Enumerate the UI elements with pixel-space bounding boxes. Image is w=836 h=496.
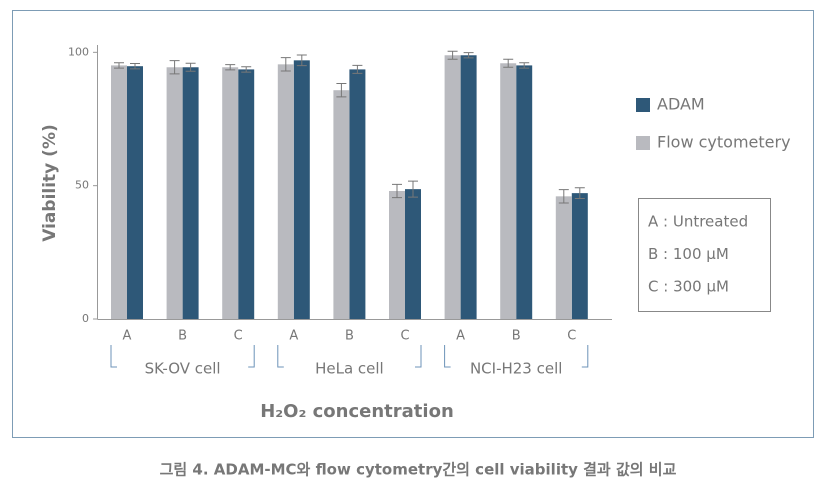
error-bar — [574, 187, 585, 199]
x-tick-label: B — [345, 329, 354, 344]
error-bar — [447, 50, 458, 60]
error-bar — [169, 60, 180, 75]
error-bar — [185, 62, 196, 72]
group-label: HeLa cell — [315, 360, 384, 378]
bar — [111, 65, 127, 320]
group-bracket — [110, 345, 255, 368]
group-label: NCI-H23 cell — [470, 360, 562, 378]
error-bar — [241, 66, 252, 73]
x-tick-label: A — [289, 329, 298, 344]
bar — [222, 67, 239, 320]
error-bar — [519, 62, 530, 69]
bar — [182, 67, 199, 320]
group-bracket — [277, 345, 422, 368]
bar — [166, 67, 183, 320]
error-bar — [130, 63, 140, 70]
error-bar — [392, 183, 402, 199]
bar — [333, 90, 350, 319]
y-tick-label: 0 — [82, 312, 89, 325]
x-tick-label: A — [456, 329, 465, 344]
group-bracket — [444, 345, 589, 368]
note: C : 300 μM — [648, 278, 729, 296]
bar — [349, 69, 366, 320]
bar — [405, 189, 421, 319]
legend-swatch — [636, 136, 650, 150]
bar — [460, 55, 477, 320]
caption: 그림 4. ADAM-MC와 flow cytometry간의 cell via… — [160, 461, 677, 479]
error-bar — [296, 54, 307, 67]
error-bar — [408, 180, 418, 198]
error-bar — [558, 189, 569, 204]
error-bar — [280, 57, 291, 72]
x-tick-label: C — [234, 329, 243, 344]
bar — [555, 196, 572, 319]
bar — [277, 64, 294, 319]
y-tick-label: 50 — [75, 179, 89, 192]
x-tick-label: C — [567, 329, 576, 344]
group-label: SK-OV cell — [145, 360, 221, 378]
x-tick-label: C — [400, 329, 409, 344]
x-tick-label: B — [512, 329, 521, 344]
y-tick-label: 100 — [68, 45, 89, 58]
legend-label: Flow cytometery — [657, 133, 791, 152]
bar — [293, 60, 310, 319]
note: A : Untreated — [648, 213, 748, 231]
x-tick-label: B — [178, 329, 187, 344]
bar — [238, 69, 255, 320]
bar — [500, 63, 517, 320]
note-box — [638, 198, 771, 312]
bar — [571, 193, 588, 319]
bar — [127, 66, 143, 319]
error-bar — [503, 58, 514, 68]
error-bar — [463, 52, 474, 59]
error-bar — [336, 83, 347, 98]
legend-label: ADAM — [657, 95, 705, 114]
error-bar — [114, 62, 124, 69]
legend-swatch — [636, 98, 650, 112]
error-bar — [352, 64, 363, 74]
note: B : 100 μM — [648, 245, 729, 263]
y-axis-label: Viability (%) — [40, 124, 60, 242]
error-bar — [225, 64, 236, 71]
bar — [444, 55, 461, 320]
x-axis-label: H₂O₂ concentration — [260, 401, 454, 422]
x-tick-label: A — [123, 329, 132, 344]
bar — [516, 65, 533, 320]
bar — [389, 191, 405, 319]
